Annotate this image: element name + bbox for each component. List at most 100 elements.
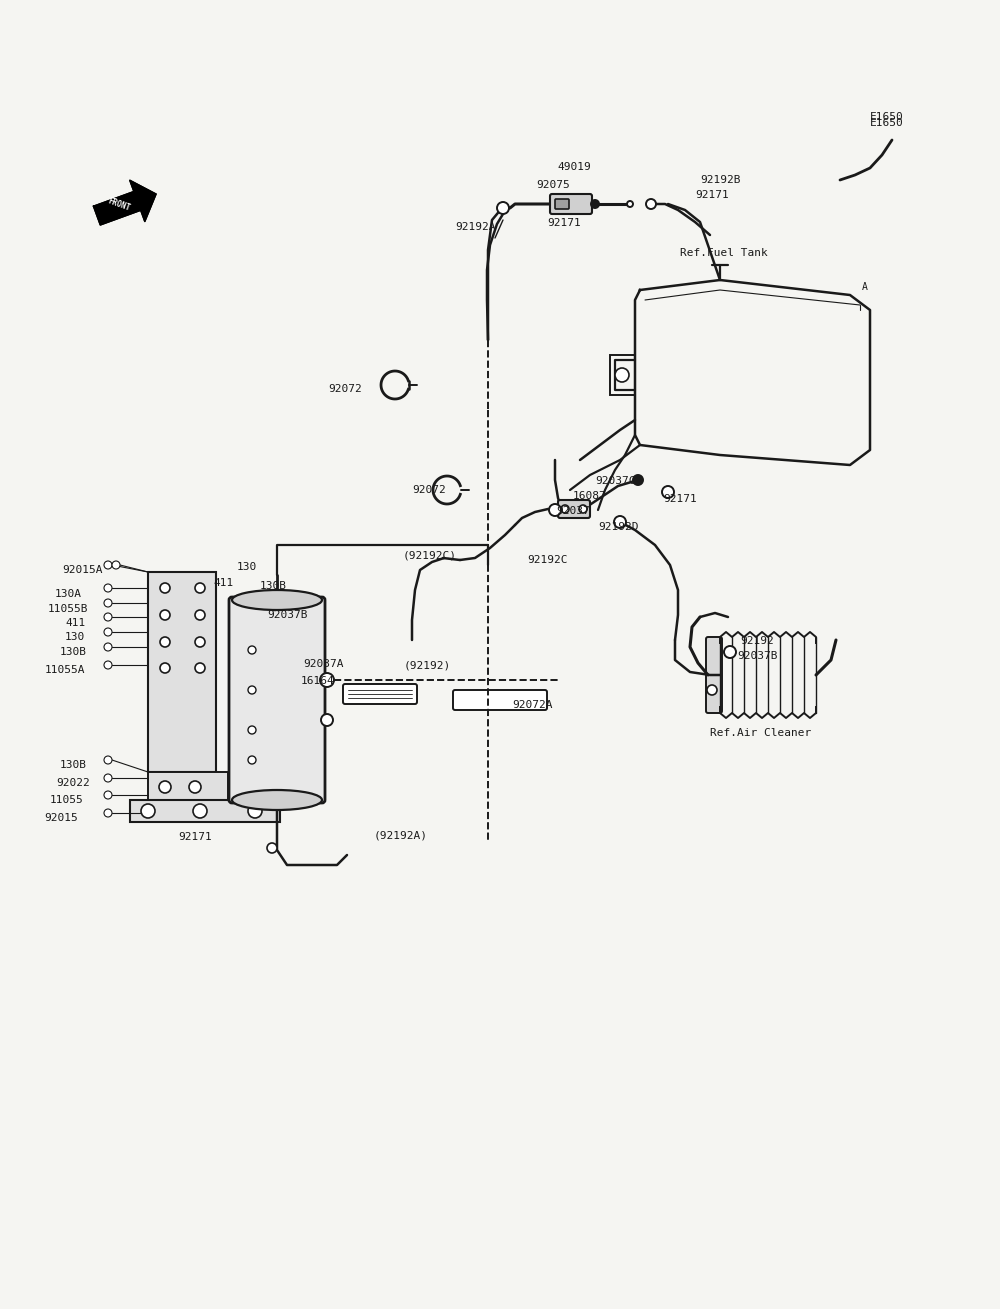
FancyBboxPatch shape bbox=[453, 690, 547, 709]
Text: 92015A: 92015A bbox=[62, 565, 103, 575]
Circle shape bbox=[195, 610, 205, 620]
Circle shape bbox=[104, 661, 112, 669]
Circle shape bbox=[248, 804, 262, 818]
Text: 92072: 92072 bbox=[412, 486, 446, 495]
Text: 92192A: 92192A bbox=[455, 223, 496, 232]
Circle shape bbox=[104, 791, 112, 798]
Text: FRONT: FRONT bbox=[107, 196, 132, 213]
Circle shape bbox=[141, 804, 155, 818]
Circle shape bbox=[724, 647, 736, 658]
Text: 16087: 16087 bbox=[573, 491, 607, 501]
Text: E1650: E1650 bbox=[870, 113, 904, 122]
Text: (92192C): (92192C) bbox=[403, 551, 457, 562]
Circle shape bbox=[160, 610, 170, 620]
Circle shape bbox=[579, 505, 587, 513]
Circle shape bbox=[193, 804, 207, 818]
Circle shape bbox=[195, 637, 205, 647]
Circle shape bbox=[104, 562, 112, 569]
Text: Ref.Fuel Tank: Ref.Fuel Tank bbox=[680, 247, 768, 258]
FancyBboxPatch shape bbox=[555, 199, 569, 209]
Text: 92171: 92171 bbox=[663, 493, 697, 504]
Text: 92037B: 92037B bbox=[737, 651, 778, 661]
Circle shape bbox=[615, 368, 629, 382]
Text: E1650: E1650 bbox=[870, 118, 904, 128]
Text: 11055: 11055 bbox=[50, 795, 84, 805]
Text: 92171: 92171 bbox=[547, 219, 581, 228]
Circle shape bbox=[189, 781, 201, 793]
Circle shape bbox=[104, 613, 112, 620]
Circle shape bbox=[662, 486, 674, 497]
Circle shape bbox=[104, 584, 112, 592]
Text: Ref.Air Cleaner: Ref.Air Cleaner bbox=[710, 728, 811, 738]
Text: 11055B: 11055B bbox=[48, 603, 88, 614]
Text: 130: 130 bbox=[65, 632, 85, 641]
FancyBboxPatch shape bbox=[148, 572, 216, 772]
Circle shape bbox=[646, 199, 656, 209]
Text: 92037C: 92037C bbox=[595, 476, 636, 486]
Circle shape bbox=[160, 583, 170, 593]
Circle shape bbox=[195, 583, 205, 593]
Text: 411: 411 bbox=[213, 579, 233, 588]
Text: 11055A: 11055A bbox=[45, 665, 86, 675]
Circle shape bbox=[633, 475, 643, 486]
Circle shape bbox=[267, 843, 277, 853]
Circle shape bbox=[707, 685, 717, 695]
Text: 92192D: 92192D bbox=[598, 522, 639, 531]
Text: 92171: 92171 bbox=[178, 833, 212, 842]
Circle shape bbox=[591, 200, 599, 208]
Text: 49019: 49019 bbox=[557, 162, 591, 171]
Text: 92015: 92015 bbox=[44, 813, 78, 823]
Text: 92192B: 92192B bbox=[700, 175, 740, 185]
FancyBboxPatch shape bbox=[706, 637, 722, 713]
Circle shape bbox=[549, 504, 561, 516]
Text: 92037A: 92037A bbox=[303, 658, 344, 669]
Text: 92171: 92171 bbox=[695, 190, 729, 200]
Text: 92022: 92022 bbox=[56, 778, 90, 788]
Text: 92037: 92037 bbox=[556, 507, 590, 516]
Text: 92072A: 92072A bbox=[512, 700, 552, 709]
FancyBboxPatch shape bbox=[550, 194, 592, 213]
Text: 130A: 130A bbox=[55, 589, 82, 600]
FancyBboxPatch shape bbox=[558, 500, 590, 518]
Text: 92037B: 92037B bbox=[267, 610, 308, 620]
Circle shape bbox=[248, 686, 256, 694]
FancyBboxPatch shape bbox=[343, 685, 417, 704]
FancyBboxPatch shape bbox=[148, 772, 228, 802]
Circle shape bbox=[320, 673, 334, 687]
Circle shape bbox=[104, 643, 112, 651]
Text: 92075: 92075 bbox=[536, 181, 570, 190]
Text: (92192A): (92192A) bbox=[374, 830, 428, 840]
Circle shape bbox=[104, 600, 112, 607]
Circle shape bbox=[321, 713, 333, 726]
Text: 92192C: 92192C bbox=[527, 555, 568, 565]
Circle shape bbox=[112, 562, 120, 569]
Circle shape bbox=[104, 628, 112, 636]
FancyBboxPatch shape bbox=[229, 597, 325, 802]
Circle shape bbox=[561, 505, 569, 513]
Circle shape bbox=[159, 781, 171, 793]
Text: (92192): (92192) bbox=[404, 660, 451, 670]
Circle shape bbox=[627, 202, 633, 207]
Text: A: A bbox=[862, 281, 868, 292]
Polygon shape bbox=[93, 181, 156, 225]
Circle shape bbox=[104, 757, 112, 764]
Text: 130B: 130B bbox=[60, 761, 87, 770]
Circle shape bbox=[614, 516, 626, 528]
Text: 92072: 92072 bbox=[328, 384, 362, 394]
Circle shape bbox=[248, 757, 256, 764]
Circle shape bbox=[497, 202, 509, 213]
Circle shape bbox=[160, 637, 170, 647]
Circle shape bbox=[104, 774, 112, 781]
Circle shape bbox=[160, 662, 170, 673]
Text: 411: 411 bbox=[65, 618, 85, 628]
Text: 130: 130 bbox=[237, 562, 257, 572]
Text: 92192: 92192 bbox=[740, 636, 774, 647]
Text: 130B: 130B bbox=[60, 647, 87, 657]
Ellipse shape bbox=[232, 590, 322, 610]
Text: 130B: 130B bbox=[260, 581, 287, 590]
Circle shape bbox=[248, 647, 256, 654]
Circle shape bbox=[195, 662, 205, 673]
FancyBboxPatch shape bbox=[130, 800, 280, 822]
Ellipse shape bbox=[232, 791, 322, 810]
Circle shape bbox=[104, 809, 112, 817]
